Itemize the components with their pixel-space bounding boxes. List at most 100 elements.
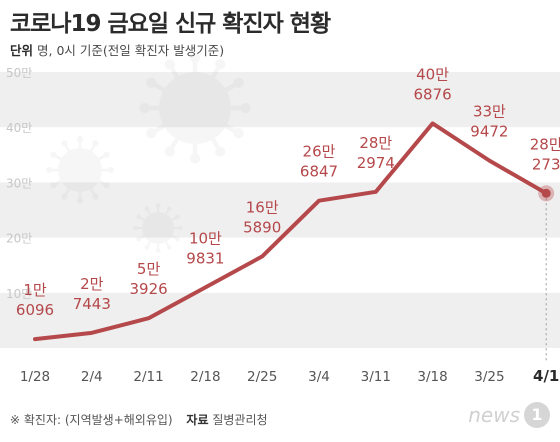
grid-bands	[0, 72, 560, 348]
data-label: 6096	[16, 301, 54, 319]
y-tick-label: 20만	[6, 232, 32, 246]
virus-spike-tip	[155, 248, 161, 253]
y-tick-label: 50만	[6, 66, 32, 80]
y-tick-label: 40만	[6, 121, 32, 135]
virus-spike	[168, 138, 179, 152]
virus-spike	[225, 124, 239, 135]
highlight-marker	[538, 185, 555, 202]
grid-band	[0, 292, 560, 348]
grid-band	[0, 72, 560, 128]
footer: ※ 확진자: (지역발생+해외유입) 자료 질병관리청	[10, 411, 268, 428]
virus-spike-tip	[144, 206, 150, 211]
virus-spike	[98, 153, 107, 161]
y-ticks: 50만 40만 30만 20만 10만	[6, 66, 32, 301]
virus-spike-tip	[146, 77, 157, 88]
virus-body	[159, 72, 231, 144]
virus-spike-tip	[189, 52, 201, 63]
virus-spike	[98, 179, 107, 187]
x-tick-label: 2/18	[190, 369, 220, 385]
virus-spike-tip	[215, 59, 226, 70]
x-tick-label: 3/18	[417, 369, 447, 385]
virus-spike	[171, 235, 178, 240]
data-labels: 1만 6096 2만 7443 5만 3926 10만 9831 16만 5890 26만 6847 2…	[16, 65, 560, 319]
virus-spike-tip	[164, 59, 175, 70]
x-tick-label: 3/4	[308, 369, 330, 385]
data-label: 28만	[359, 134, 392, 152]
x-tick-label: 4/1	[533, 367, 559, 385]
virus-spike-tip	[76, 197, 84, 204]
y-tick-label: 10만	[6, 287, 32, 301]
virus-decorations	[46, 52, 251, 253]
virus-spike-tip	[146, 128, 157, 139]
virus-spike-tip	[133, 225, 138, 231]
data-label: 16만	[246, 198, 279, 216]
y-tick-label: 30만	[6, 176, 32, 190]
data-label: 2974	[357, 154, 395, 172]
virus-spike-tip	[240, 102, 251, 114]
virus-spike	[165, 241, 170, 248]
virus-spike	[146, 208, 151, 215]
data-label: 6876	[414, 85, 452, 103]
virus-spike	[63, 188, 71, 197]
virus-spike-tip	[46, 166, 53, 174]
virus-spike	[89, 188, 97, 197]
virus-spike	[165, 208, 170, 215]
series-line	[33, 121, 549, 342]
data-label: 10만	[189, 229, 222, 247]
data-label: 26만	[303, 143, 336, 161]
grid-band	[0, 182, 560, 238]
virus-spike-tip	[164, 146, 175, 157]
data-label: 9472	[470, 123, 508, 141]
virus-spike	[63, 143, 71, 152]
source-name: 질병관리청	[212, 413, 268, 427]
logo-badge: 1	[524, 402, 550, 428]
virus-spike-tip	[155, 203, 161, 208]
data-label: 40만	[416, 65, 449, 83]
virus-spike-tip	[233, 77, 244, 88]
data-label: 7443	[73, 295, 111, 313]
virus-spike	[89, 143, 97, 152]
virus-spike-tip	[233, 128, 244, 139]
x-tick-label: 2/11	[133, 369, 163, 385]
virus-spike-tip	[50, 151, 57, 158]
x-tick-label: 2/4	[81, 369, 103, 385]
virus-spike-tip	[189, 153, 201, 164]
virus-spike-tip	[215, 146, 226, 157]
virus-spike	[53, 179, 62, 187]
unit-label: 단위	[10, 43, 34, 58]
data-label: 5만	[137, 260, 161, 278]
x-ticks: 1/28 2/4 2/11 2/18 2/25 3/4 3/11 3/18 3/25 4/1	[20, 367, 560, 385]
virus-spike	[211, 138, 222, 152]
virus-spike-tip	[166, 245, 172, 250]
virus-spike-tip	[144, 245, 150, 250]
virus-spike	[151, 81, 165, 92]
data-label: 28만	[530, 135, 560, 153]
virus-spike	[151, 124, 165, 135]
virus-spike-tip	[178, 225, 183, 231]
x-tick-label: 3/11	[361, 369, 391, 385]
x-tick-label: 2/25	[247, 369, 277, 385]
virus-icon	[133, 203, 183, 253]
virus-spike-tip	[136, 214, 141, 220]
x-tick-label: 3/25	[474, 369, 504, 385]
virus-spike-tip	[166, 206, 172, 211]
virus-spike	[225, 81, 239, 92]
virus-spike-tip	[107, 166, 114, 174]
virus-spike-tip	[103, 151, 110, 158]
virus-spike-tip	[92, 140, 99, 147]
data-label: 3926	[130, 280, 168, 298]
virus-spike-tip	[139, 102, 150, 114]
data-label: 9831	[186, 249, 224, 267]
data-label: 2만	[80, 275, 104, 293]
data-label: 33만	[473, 103, 506, 121]
data-label: 273	[532, 155, 560, 173]
data-label: 1만	[23, 281, 47, 299]
virus-spike-tip	[61, 140, 68, 147]
last-point-dot	[541, 188, 551, 198]
virus-spike-tip	[175, 214, 180, 220]
virus-body	[58, 148, 102, 192]
x-tick-label: 1/28	[20, 369, 50, 385]
source-label: 자료	[186, 413, 209, 427]
virus-spike	[211, 64, 222, 78]
